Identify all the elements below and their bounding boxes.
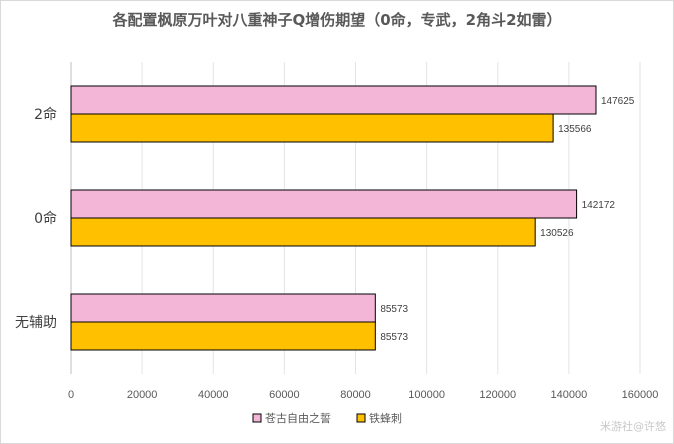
x-tick-label: 0: [68, 389, 74, 401]
bar-series-2: [70, 113, 554, 143]
x-tick-label: 100000: [408, 389, 445, 401]
x-tick-label: 20000: [127, 389, 158, 401]
x-tick-label: 40000: [198, 389, 229, 401]
bar-series-1: [70, 189, 578, 219]
data-label: 130526: [540, 228, 574, 239]
chart-title: 各配置枫原万叶对八重神子Q增伤期望（0命，专武，2角斗2如雷）: [112, 11, 562, 29]
bar-series-1: [70, 85, 597, 115]
legend-label: 铁蜂刺: [369, 411, 402, 425]
data-label: 135566: [558, 124, 592, 135]
legend-swatch: [356, 413, 366, 423]
data-label: 142172: [582, 200, 616, 211]
x-tick-label: 140000: [551, 389, 588, 401]
x-tick-label: 160000: [622, 389, 659, 401]
bar-series-2: [70, 217, 536, 247]
x-tick-label: 80000: [340, 389, 371, 401]
data-label: 85573: [380, 304, 408, 315]
data-label: 147625: [601, 96, 635, 107]
bar-series-1: [70, 293, 376, 323]
watermark: 米游社@许悠: [600, 420, 666, 433]
category-label: 2命: [34, 106, 57, 123]
legend-swatch: [252, 413, 262, 423]
bar-series-2: [70, 321, 376, 351]
category-label: 0命: [34, 210, 57, 227]
legend-label: 苍古自由之誓: [265, 411, 331, 425]
x-tick-label: 120000: [479, 389, 516, 401]
data-label: 85573: [380, 332, 408, 343]
x-tick-label: 60000: [269, 389, 300, 401]
category-label: 无辅助: [15, 315, 57, 331]
